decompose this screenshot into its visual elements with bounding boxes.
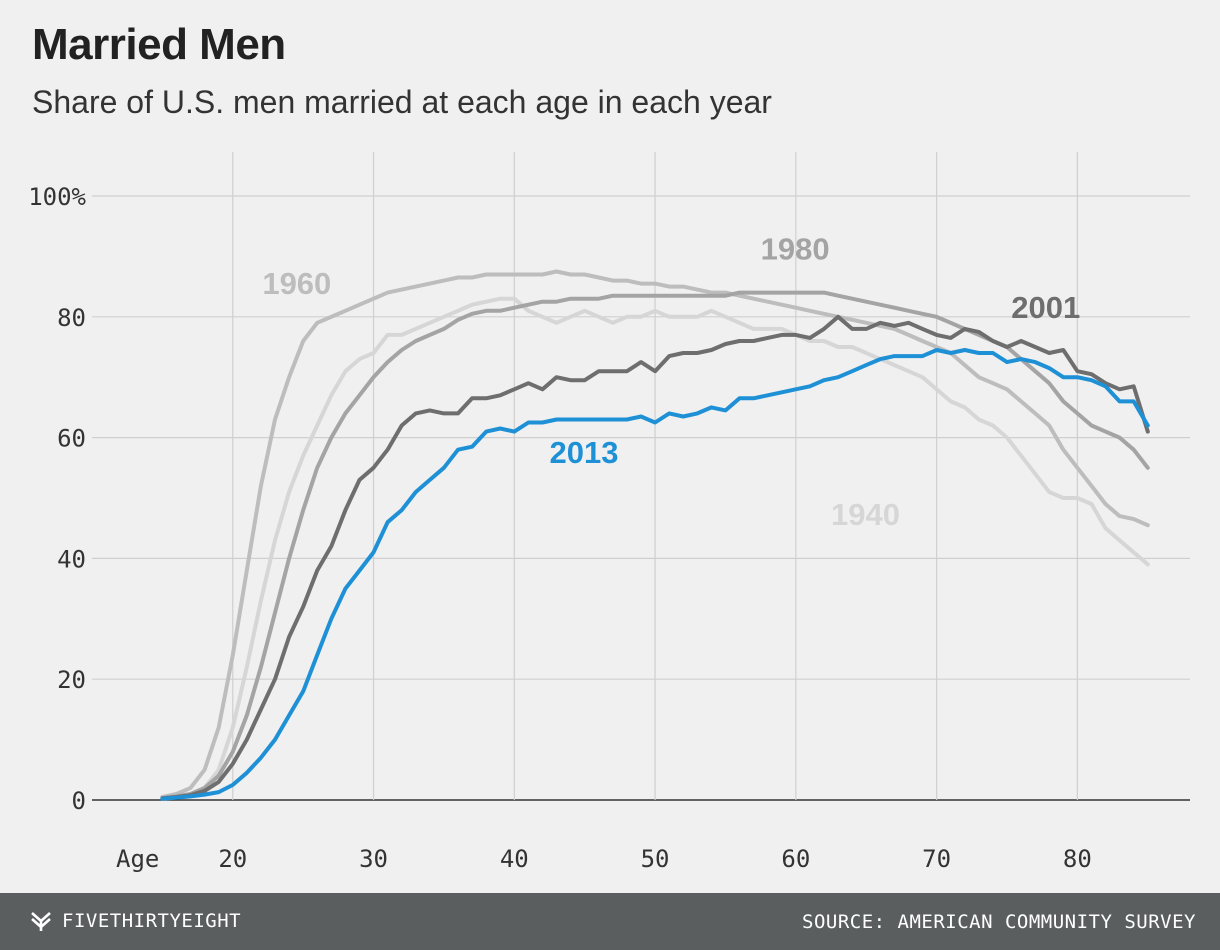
y-tick-label: 100%: [28, 183, 86, 211]
series-label-1940: 1940: [831, 497, 900, 532]
chart-subtitle: Share of U.S. men married at each age in…: [32, 84, 772, 120]
x-tick-label: 20: [218, 845, 247, 873]
footer-brand: FIVETHIRTYEIGHT: [62, 910, 242, 932]
x-tick-label: 50: [641, 845, 670, 873]
y-tick-label: 40: [57, 545, 86, 573]
chart-title: Married Men: [32, 20, 286, 69]
series-line-2001: [160, 314, 1150, 801]
series-label-1960: 1960: [262, 266, 331, 301]
x-tick-label: 80: [1063, 845, 1092, 873]
series-line-1940: [160, 296, 1150, 801]
series-label-2013: 2013: [550, 435, 619, 470]
series-line-1960: [160, 269, 1150, 799]
line-chart: 0 20 40 60 80 100% 20 30 40 50 60 70 80 1940 1960 1980…: [28, 152, 1190, 873]
grid-lines: [92, 152, 1190, 801]
x-tick-label: 40: [500, 845, 529, 873]
x-tick-label: 60: [781, 845, 810, 873]
series-labels: 1940 1960 1980 2001 2013: [262, 231, 1080, 532]
series-label-2001: 2001: [1011, 290, 1080, 325]
series-label-1980: 1980: [761, 231, 830, 266]
x-axis-title: Age: [116, 845, 159, 873]
x-tick-label: 70: [922, 845, 951, 873]
x-tick-label: 30: [359, 845, 388, 873]
y-tick-label: 0: [72, 787, 86, 815]
series-lines: [160, 269, 1150, 801]
axis-ticks: 0 20 40 60 80 100% 20 30 40 50 60 70 80: [28, 183, 1092, 873]
footer-source: SOURCE: AMERICAN COMMUNITY SURVEY: [802, 911, 1196, 933]
y-tick-label: 80: [57, 304, 86, 332]
y-tick-label: 20: [57, 666, 86, 694]
fivethirtyeight-logo-icon: [31, 912, 51, 931]
footer-bar: FIVETHIRTYEIGHT SOURCE: AMERICAN COMMUNI…: [0, 893, 1220, 950]
footer-logo: FIVETHIRTYEIGHT: [30, 909, 241, 933]
series-line-2013: [160, 348, 1150, 801]
y-tick-label: 60: [57, 425, 86, 453]
